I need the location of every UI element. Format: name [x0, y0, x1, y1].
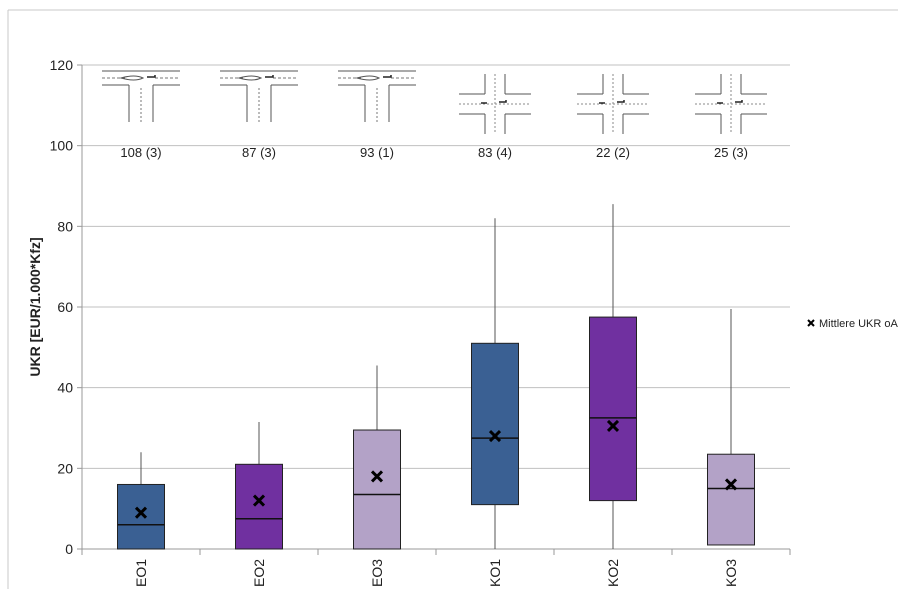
box-body [471, 342, 519, 506]
box-ko3 [707, 309, 755, 546]
box-body [707, 453, 755, 546]
crossroads-icon [695, 74, 767, 134]
y-tick-label: 120 [50, 57, 74, 73]
y-tick-label: 20 [57, 460, 73, 476]
box-ko2 [589, 204, 637, 549]
t-junction-icon [102, 70, 180, 122]
t-junction-icon [220, 70, 298, 122]
count-label: 93 (1) [360, 145, 394, 160]
box-eo3 [353, 365, 401, 550]
count-label: 87 (3) [242, 145, 276, 160]
count-label: 22 (2) [596, 145, 630, 160]
box-eo1 [117, 452, 165, 550]
box-ko1 [471, 218, 519, 549]
y-tick-label: 100 [50, 138, 74, 154]
box-body [117, 483, 165, 550]
x-tick-label: EO3 [369, 559, 385, 587]
x-tick-label: KO1 [487, 559, 503, 587]
mean-marker [724, 478, 738, 491]
mean-marker [370, 470, 384, 483]
crossroads-icon [459, 74, 531, 134]
y-tick-label: 0 [65, 541, 73, 557]
mean-marker [488, 430, 502, 443]
count-label: 25 (3) [714, 145, 748, 160]
y-tick-label: 80 [57, 218, 73, 234]
x-tick-label: EO2 [251, 559, 267, 587]
crossroads-icon [577, 74, 649, 134]
y-axis-title: UKR [EUR/1.000*Kfz] [27, 237, 43, 376]
box-eo2 [235, 421, 283, 550]
mean-marker [134, 506, 148, 519]
y-tick-label: 40 [57, 380, 73, 396]
mean-marker [606, 419, 620, 433]
box-body [589, 316, 637, 502]
x-tick-label: KO2 [605, 559, 621, 587]
count-label: 83 (4) [478, 145, 512, 160]
x-tick-label: KO3 [723, 559, 739, 587]
x-tick-label: EO1 [133, 559, 149, 587]
legend-marker [807, 319, 815, 327]
legend-label: Mittlere UKR oA [819, 318, 898, 330]
legend: Mittlere UKR oA [807, 318, 898, 330]
box-body [353, 429, 401, 550]
mean-marker [252, 494, 266, 507]
y-tick-label: 60 [57, 299, 73, 315]
box-body [235, 463, 283, 550]
t-junction-icon [338, 70, 416, 122]
count-label: 108 (3) [120, 145, 161, 160]
gridlines [82, 64, 790, 469]
